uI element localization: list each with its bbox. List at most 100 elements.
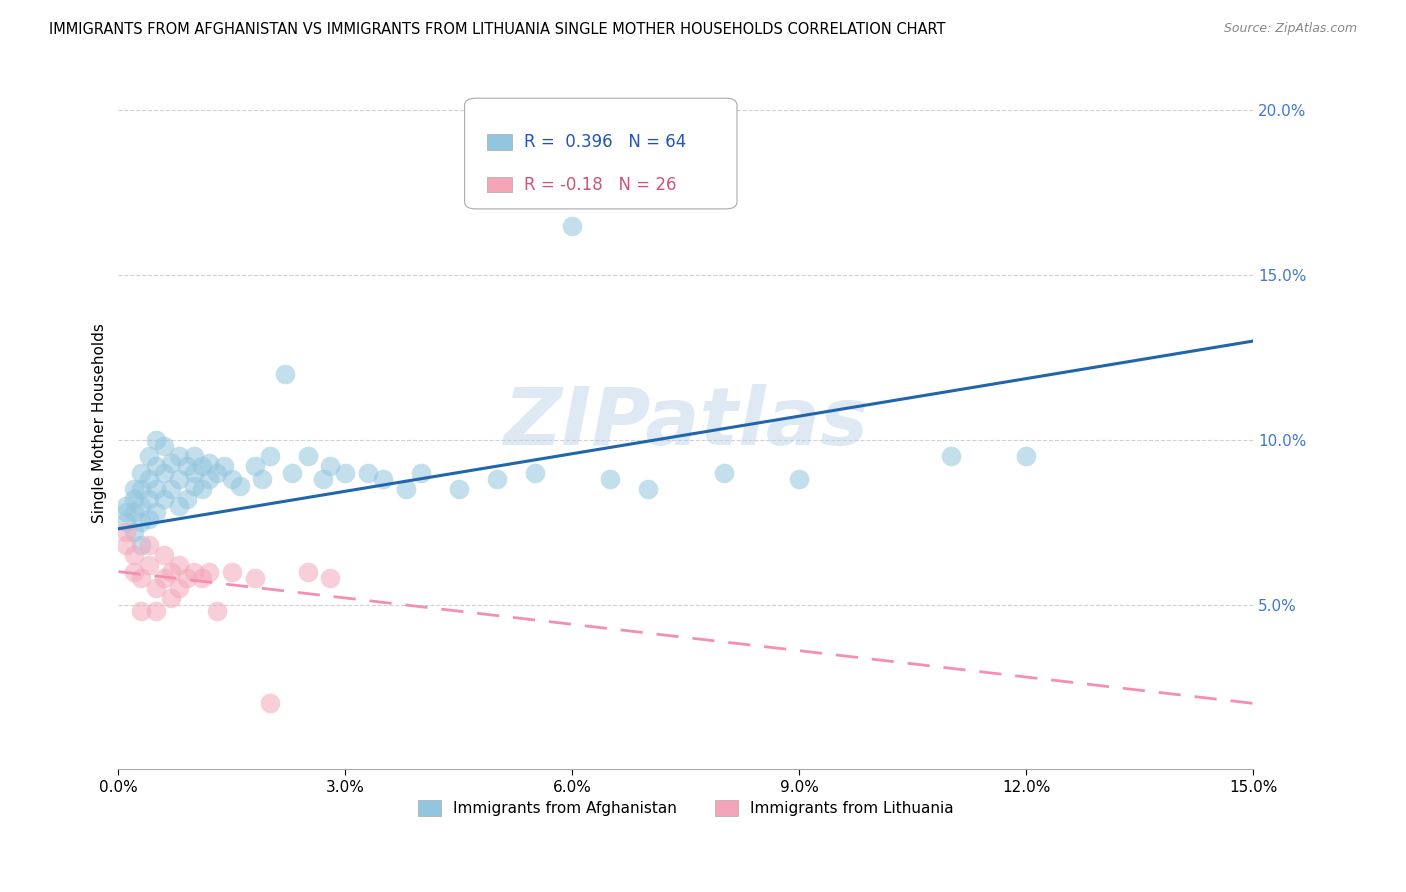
Point [145,604,167,618]
Point [939,450,962,464]
Point [122,483,145,497]
Point [122,548,145,562]
Point [145,459,167,474]
Point [250,472,273,486]
Text: Source: ZipAtlas.com: Source: ZipAtlas.com [1223,22,1357,36]
Point [167,499,190,513]
Point [115,515,138,529]
FancyBboxPatch shape [488,135,512,150]
Point [160,591,183,605]
Point [122,525,145,540]
FancyBboxPatch shape [488,177,512,192]
Point [281,466,304,480]
Legend: Immigrants from Afghanistan, Immigrants from Lithuania: Immigrants from Afghanistan, Immigrants … [411,793,962,824]
Point [190,459,212,474]
Point [160,483,183,497]
Point [221,472,243,486]
Point [145,483,167,497]
Point [183,450,205,464]
Point [115,538,138,552]
Point [129,538,152,552]
Point [205,466,228,480]
Point [561,219,583,233]
Point [115,505,138,519]
FancyBboxPatch shape [464,98,737,209]
Point [145,505,167,519]
Point [167,472,190,486]
Point [485,472,508,486]
Point [160,456,183,470]
Point [145,433,167,447]
Point [259,697,281,711]
Point [167,558,190,572]
Point [312,472,335,486]
Point [138,492,160,507]
Text: IMMIGRANTS FROM AFGHANISTAN VS IMMIGRANTS FROM LITHUANIA SINGLE MOTHER HOUSEHOLD: IMMIGRANTS FROM AFGHANISTAN VS IMMIGRANT… [49,22,946,37]
Point [190,571,212,585]
Point [198,456,221,470]
Point [122,565,145,579]
Point [713,466,735,480]
Point [1015,450,1038,464]
Point [637,483,659,497]
Point [153,548,176,562]
Point [274,367,297,381]
Point [122,505,145,519]
Point [214,459,236,474]
Point [319,459,342,474]
Point [335,466,357,480]
Point [129,571,152,585]
Point [228,479,250,493]
Point [297,450,319,464]
Point [115,525,138,540]
Point [153,571,176,585]
Point [138,558,160,572]
Point [167,450,190,464]
Point [115,499,138,513]
Point [167,581,190,595]
Point [243,459,266,474]
Point [176,571,198,585]
Point [129,515,152,529]
Point [176,459,198,474]
Point [153,492,176,507]
Point [138,450,160,464]
Text: R = -0.18   N = 26: R = -0.18 N = 26 [523,176,676,194]
Point [138,512,160,526]
Point [243,571,266,585]
Point [129,483,152,497]
Point [129,604,152,618]
Point [789,472,811,486]
Point [357,466,380,480]
Point [183,565,205,579]
Point [153,466,176,480]
Point [153,439,176,453]
Point [129,466,152,480]
Point [129,499,152,513]
Point [138,472,160,486]
Point [411,466,433,480]
Point [183,466,205,480]
Y-axis label: Single Mother Households: Single Mother Households [93,324,107,524]
Point [259,450,281,464]
Point [122,492,145,507]
Point [205,604,228,618]
Point [160,565,183,579]
Text: R =  0.396   N = 64: R = 0.396 N = 64 [523,133,686,151]
Point [190,483,212,497]
Point [138,538,160,552]
Point [176,492,198,507]
Point [198,565,221,579]
Point [447,483,470,497]
Point [599,472,621,486]
Point [395,483,418,497]
Point [198,472,221,486]
Point [523,466,546,480]
Point [221,565,243,579]
Point [183,479,205,493]
Point [145,581,167,595]
Point [319,571,342,585]
Point [373,472,395,486]
Text: ZIPatlas: ZIPatlas [503,384,869,462]
Point [297,565,319,579]
